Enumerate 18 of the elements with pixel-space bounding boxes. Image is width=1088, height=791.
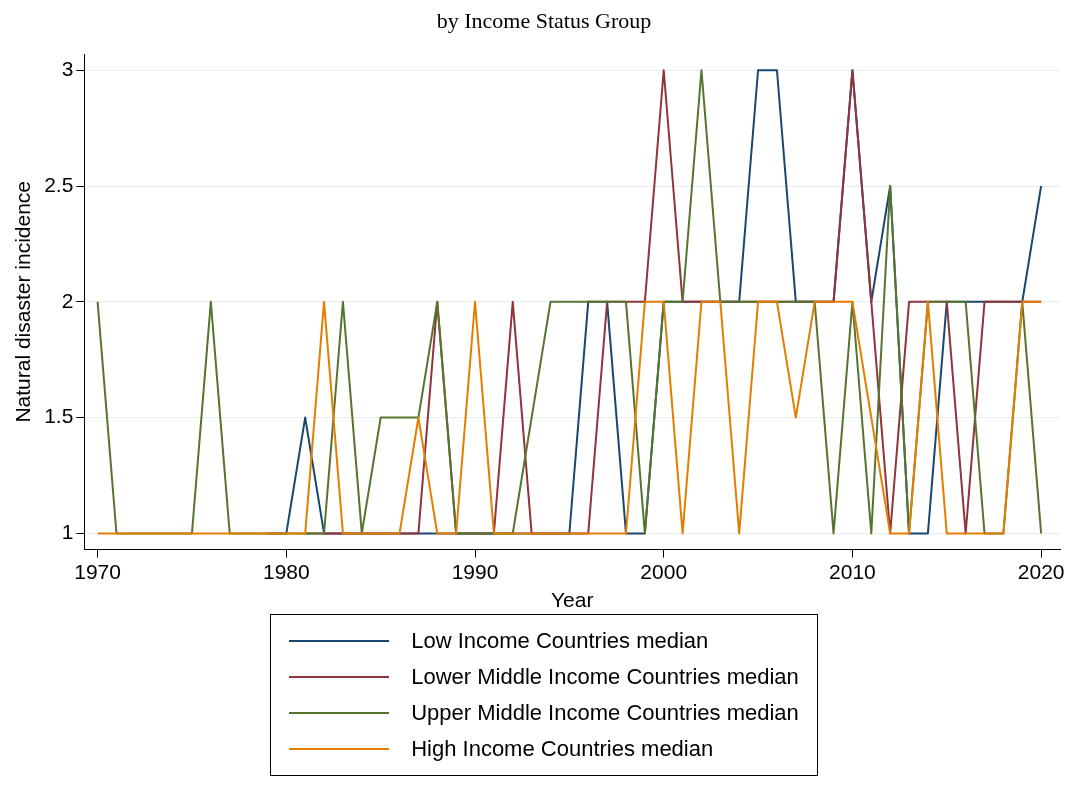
x-tick-label: 1980 <box>262 560 310 583</box>
y-tick-label: 2 <box>61 288 74 312</box>
legend-label: High Income Countries median <box>411 736 714 762</box>
y-tick-label: 2.5 <box>44 172 74 196</box>
x-tick-label: 2000 <box>640 560 688 583</box>
y-tick-label: 1 <box>61 520 74 544</box>
y-tick-label: 1.5 <box>44 404 74 428</box>
x-tick-label: 2010 <box>829 560 876 583</box>
chart-title: by Income Status Group <box>435 8 653 34</box>
legend-label: Low Income Countries median <box>411 628 709 654</box>
x-axis-title: Year <box>550 588 594 612</box>
y-axis-title: Natural disaster incidence <box>11 180 35 423</box>
x-tick-label: 2020 <box>1017 560 1065 583</box>
legend-label: Upper Middle Income Countries median <box>411 700 799 726</box>
x-tick-label: 1970 <box>74 560 121 583</box>
legend-label: Lower Middle Income Countries median <box>411 664 799 690</box>
y-tick-label: 3 <box>61 57 74 81</box>
x-tick-label: 1990 <box>451 560 499 583</box>
